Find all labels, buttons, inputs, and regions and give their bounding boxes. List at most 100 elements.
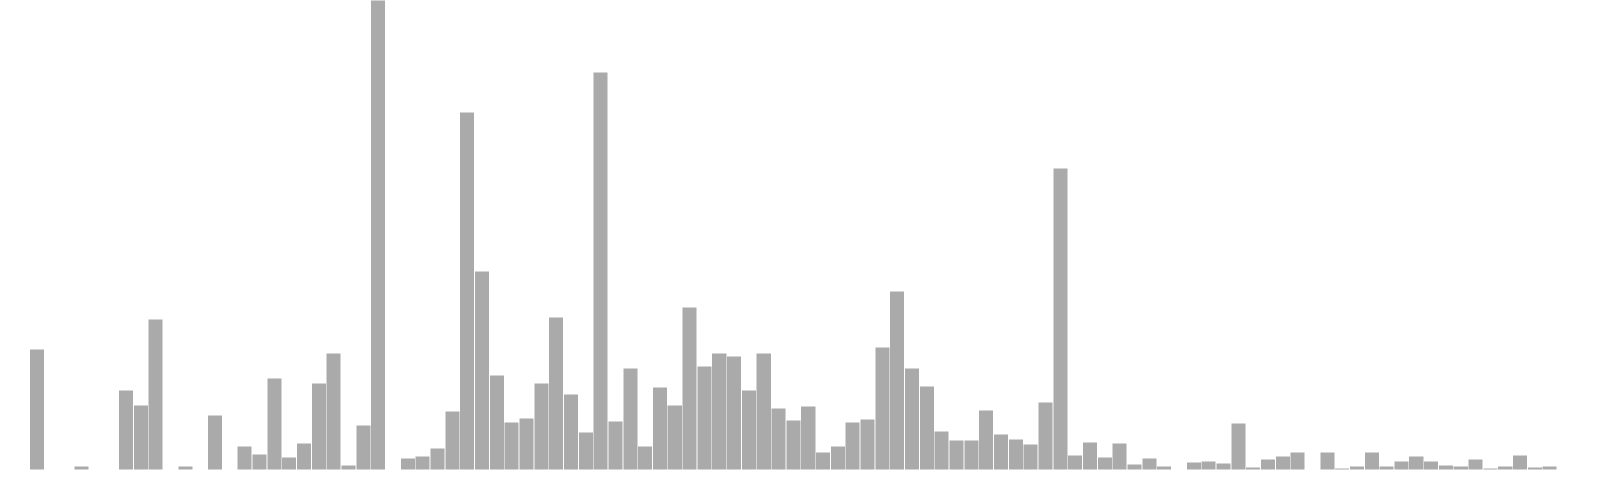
bar-75: [1111, 442, 1128, 471]
bar-37: [548, 316, 564, 471]
bar-86: [1274, 455, 1291, 471]
bar-28: [414, 455, 431, 471]
bar-104: [1541, 465, 1558, 471]
bar-78: [1156, 465, 1172, 471]
bar-42: [622, 367, 639, 471]
bar-71: [1052, 167, 1069, 471]
bar-10: [147, 318, 164, 471]
bar-89: [1319, 451, 1336, 471]
bar-41: [607, 420, 624, 471]
bar-48: [711, 352, 728, 471]
bar-90: [1334, 467, 1350, 471]
bar-87: [1289, 451, 1306, 471]
bar-22: [325, 352, 342, 471]
bar-72: [1067, 454, 1083, 471]
bar-66: [978, 409, 995, 471]
bar-94: [1393, 460, 1410, 471]
bar-53: [785, 419, 802, 471]
bar-92: [1363, 451, 1380, 471]
bar-8: [118, 389, 134, 471]
bar-40: [592, 71, 609, 471]
bar-31: [459, 111, 475, 471]
bar-74: [1097, 456, 1113, 471]
bar-82: [1215, 462, 1232, 471]
bar-102: [1512, 454, 1528, 471]
bar-49: [726, 355, 742, 471]
bar-97: [1438, 464, 1454, 471]
bar-34: [503, 421, 520, 471]
bar-27: [400, 457, 416, 471]
bar-17: [251, 453, 268, 471]
bar-9: [133, 404, 149, 471]
bar-69: [1022, 443, 1039, 471]
bar-55: [815, 451, 831, 471]
bar-group: [14, 0, 1573, 471]
bar-99: [1467, 458, 1484, 471]
bar-60: [889, 290, 906, 471]
bar-83: [1230, 422, 1247, 471]
bar-1: [14, 468, 31, 471]
bar-24: [355, 424, 372, 471]
bar-12: [177, 465, 194, 471]
bar-93: [1378, 465, 1395, 471]
bar-47: [696, 365, 713, 471]
bar-25: [370, 0, 386, 471]
bar-58: [859, 418, 876, 471]
bar-81: [1200, 460, 1217, 471]
bar-67: [993, 433, 1009, 471]
bar-63: [933, 430, 950, 471]
bar-18: [266, 377, 283, 471]
bar-29: [429, 447, 446, 471]
bar-79: [1171, 468, 1187, 471]
bar-59: [874, 346, 891, 471]
bar-20: [296, 442, 312, 471]
bar-39: [577, 431, 594, 471]
bar-64: [948, 439, 965, 471]
bar-43: [637, 445, 653, 471]
bar-2: [29, 348, 45, 471]
bar-84: [1245, 466, 1261, 471]
bar-100: [1482, 467, 1499, 471]
bar-105: [1556, 468, 1573, 471]
bar-45: [666, 404, 683, 471]
bar-80: [1186, 461, 1202, 471]
bar-77: [1141, 457, 1158, 471]
bar-96: [1423, 460, 1439, 471]
bar-52: [770, 407, 787, 471]
bar-11: [162, 468, 179, 471]
bar-57: [844, 421, 861, 471]
bar-76: [1126, 463, 1143, 471]
bar-33: [488, 374, 505, 471]
bar-50: [741, 389, 757, 471]
bar-91: [1349, 465, 1365, 471]
bar-70: [1037, 401, 1054, 471]
bar-38: [563, 393, 579, 471]
bar-98: [1452, 465, 1469, 471]
bar-85: [1260, 458, 1276, 471]
bar-32: [474, 270, 490, 471]
bar-35: [518, 417, 535, 471]
bar-23: [340, 464, 357, 471]
bar-16: [236, 445, 253, 471]
bar-21: [311, 382, 327, 471]
bar-14: [207, 414, 223, 471]
bar-30: [444, 410, 461, 471]
bar-61: [904, 367, 920, 471]
bar-54: [800, 405, 817, 471]
bar-56: [830, 445, 846, 471]
bar-6: [88, 468, 105, 471]
bar-62: [919, 385, 935, 471]
bar-103: [1527, 466, 1543, 471]
bar-19: [281, 456, 297, 471]
bar-44: [652, 386, 668, 471]
bar-36: [533, 382, 550, 471]
bar-46: [681, 306, 698, 471]
bar-5: [73, 465, 90, 471]
bar-15: [222, 468, 238, 471]
bar-68: [1008, 438, 1024, 471]
bar-73: [1082, 441, 1098, 471]
bar-95: [1408, 455, 1425, 471]
bar-65: [963, 439, 980, 471]
